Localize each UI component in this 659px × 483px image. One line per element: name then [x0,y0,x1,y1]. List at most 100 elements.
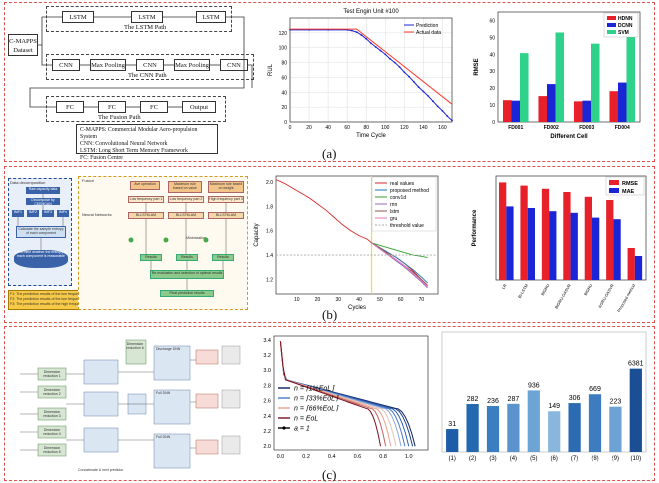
imf1-box: IMF1 [12,210,24,217]
legend-marker [282,426,286,430]
legend-label: RMSE [622,181,638,187]
bar-value-label: 223 [610,399,622,406]
diagram-b-connectors [17,194,227,290]
data-point [432,100,434,103]
bar-dcnn [511,100,521,122]
y-tick-label: 100 [279,46,288,52]
y-tick-label: 2.0 [263,444,271,450]
cnn-path-caption: The CNN Path [128,72,167,79]
legend-label: rnn [390,202,397,208]
watermark: @ 锂电前沿 [572,459,625,470]
dimred-label-6: Dimension reduction 6 [126,342,144,350]
data-point [422,90,425,93]
legend-label: a = 1 [294,426,310,433]
bar-mae [613,219,621,280]
y-tick-label: 2.0 [266,180,273,186]
bar-hdnn [502,100,512,122]
data-point [365,37,368,40]
voltage-curves-chart: 2.0 2.2 2.4 2.6 2.8 3.0 3.2 3.4 0.0 0.2 0.4 0.6 0.8 1… [263,335,429,460]
lstm-block-3: LSTM [196,11,226,23]
decomposition-title: Data decomposition [10,180,46,185]
feature-bar [548,411,561,452]
lstm-path-frame [46,6,232,32]
data-point [389,57,391,60]
y-tick-label: 2.2 [263,429,271,435]
maxpool-block-1: Max Pooling [90,59,126,71]
x-axis-label: Time Cycle [356,133,386,139]
x-tick-label: (1) [449,456,456,462]
bar-dcnn [582,100,592,122]
data-point [374,46,377,48]
results-box-1: Results [140,254,162,261]
y-tick-label: 2.8 [263,383,271,389]
panel-c-label: (c) [322,467,337,482]
legend-label: MAE [622,189,635,195]
data-point [408,75,411,78]
legend-label: SVM [618,30,629,36]
bar-svm [555,32,565,122]
x-tick-label: (6) [551,456,558,462]
series-line-5 [371,242,428,288]
series-line-1 [290,28,453,105]
plot-frame [441,331,647,453]
x-tick-label: 30 [336,297,342,303]
head-max-weight: Maximum rule based on weight [208,181,244,193]
neural-label: Neural Networks [82,212,112,217]
x-tick-label: 120 [400,125,409,131]
y-axis-label: Performance [472,209,478,246]
bar-value-label: 669 [589,386,601,393]
bar-svm [520,53,529,122]
x-tick-label: BiGRU [583,283,594,296]
voltage-curve [279,341,382,447]
series-line-2 [371,242,428,258]
legend-label: gru [390,216,397,222]
abbrev-lstm: LSTM: Long Short Term Memory Framework [80,148,188,154]
data-point [412,80,415,83]
plot-frame [497,11,641,123]
panel-a [4,2,655,162]
y-axis-label: RMSE [474,58,480,75]
dnn-title-1: Discharge DNN [156,347,181,351]
results-box-2: Results [176,254,198,261]
dnn-title-2: Full DNN [156,391,171,395]
bar-hdnn [538,96,547,122]
imf2-box: IMF2 [27,210,39,217]
x-tick-label: 0.4 [328,454,336,460]
rmse-bar-chart: 0 10 20 30 40 50 60 FD001 FD002 FD003 FD004 Differe… [474,11,641,140]
bar-rmse [520,185,528,280]
legend-label: proposed method [390,188,429,194]
feature-bar-chart: 31 (1) 282 (2) 236 (3) 287 (4) 936 (5) 149 (6) 306 (7… [441,331,647,462]
bar-dcnn [617,82,627,122]
dimred-label-2: Dimension reduction 2 [43,388,61,396]
cnn-block-2: CNN [136,59,164,71]
feature-bar [588,394,602,452]
x-tick-label: Bi-LSTM [517,283,529,299]
y-tick-label: 60 [489,18,495,24]
bar-rmse [499,182,507,280]
x-tick-label: FD003 [579,125,594,131]
legend-label: DCNN [618,23,633,29]
y-tick-label: 2.6 [263,399,271,405]
abbrev-cmapps: C-MAPPS: Commercial Modular Aero-propuls… [80,127,198,140]
plot-frame [289,17,453,123]
x-axis-label: Cycles [348,305,366,311]
x-tick-label: 160 [438,125,447,131]
y-tick-label: 1.8 [266,204,273,210]
x-tick-label: BiGRU [540,283,551,296]
x-tick-label: BiGRU-GASVR [554,283,572,310]
x-tick-label: 50 [377,297,383,303]
x-tick-label: FD002 [544,125,559,131]
diagram-a-connectors [29,16,253,108]
x-tick-label: FD004 [615,125,630,131]
reasonable-diamond: Determine whether the entropy of each co… [14,250,68,268]
rul-line-chart: Test Engin Unit #100 0 20 40 60 80 100 120 0 20 40… [268,9,453,139]
legend-label: HDNN [618,16,633,22]
fusion-path-caption: The Fusion Path [98,114,141,121]
data-point [355,31,358,34]
lowfreq-box-1: Low frequency part 1 [128,196,164,203]
feature-bar [446,429,459,452]
note-f1: F1: The prediction results of the low fr… [10,292,91,296]
fusion-path-frame [46,96,226,122]
data-point [360,34,363,36]
x-tick-label: (8) [591,456,598,462]
